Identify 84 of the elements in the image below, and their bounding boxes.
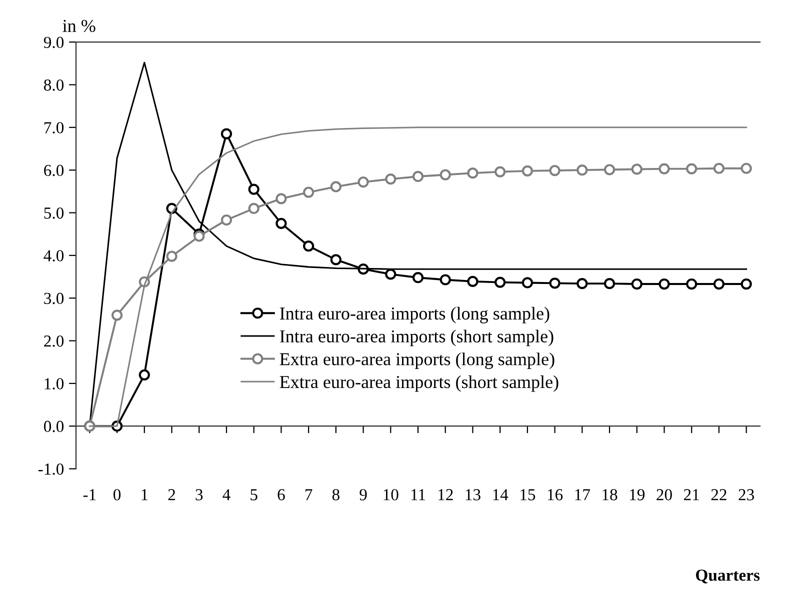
x-tick-label: 1 xyxy=(142,489,148,500)
point xyxy=(385,173,396,185)
legend-label: Extra euro-area imports (long sample) xyxy=(280,352,554,369)
x-tick-label: 9 xyxy=(360,489,367,500)
point xyxy=(713,278,725,290)
point xyxy=(276,218,287,229)
point xyxy=(467,168,478,179)
point xyxy=(522,277,533,288)
point xyxy=(385,268,396,280)
x-tick-label: 12 xyxy=(438,489,453,500)
point xyxy=(631,278,642,290)
point xyxy=(467,276,478,288)
point xyxy=(330,254,342,266)
y-tick-label: 4.0 xyxy=(44,250,64,262)
point xyxy=(111,310,123,321)
point xyxy=(604,164,616,176)
point xyxy=(686,278,698,290)
point xyxy=(303,186,314,198)
x-tick-label: 15 xyxy=(520,489,536,500)
legend-label: Extra euro-area imports (short sample) xyxy=(280,375,558,392)
point xyxy=(658,278,670,290)
x-tick-label: 20 xyxy=(656,489,672,500)
point xyxy=(658,163,670,174)
y-tick-label: 0.0 xyxy=(44,420,64,432)
y-axis-title: in % xyxy=(62,20,96,32)
x-tick-label: 2 xyxy=(168,489,176,500)
point xyxy=(412,272,424,284)
y-tick-label: 2.0 xyxy=(44,335,64,347)
legend-label: Intra euro-area imports (long sample) xyxy=(280,306,550,324)
point xyxy=(440,274,451,286)
y-tick-label: 5.0 xyxy=(44,207,64,219)
x-tick-label: 4 xyxy=(222,489,230,500)
point xyxy=(358,176,369,188)
x-tick-label: 16 xyxy=(548,489,563,500)
y-tick-label: 3.0 xyxy=(44,292,64,304)
point xyxy=(412,170,424,182)
point xyxy=(248,202,260,214)
x-tick-label: 8 xyxy=(332,489,340,500)
point xyxy=(686,163,698,174)
x-tick-label: 19 xyxy=(630,489,645,500)
x-axis-title: Quarters xyxy=(696,570,760,584)
point xyxy=(549,164,560,176)
point xyxy=(494,276,506,288)
point xyxy=(549,278,560,289)
x-tick-label: 5 xyxy=(250,489,258,500)
point xyxy=(604,278,616,290)
x-tick-label: 18 xyxy=(602,489,618,500)
x-tick-label: 11 xyxy=(411,489,426,500)
point xyxy=(494,166,506,178)
point xyxy=(248,184,260,195)
point xyxy=(166,250,178,262)
x-tick-label: -1 xyxy=(83,489,96,500)
point xyxy=(713,162,725,174)
x-tick-label: 22 xyxy=(711,489,726,500)
x-tick-label: 21 xyxy=(684,489,699,500)
x-tick-label: 6 xyxy=(278,489,285,500)
point xyxy=(440,169,451,180)
point xyxy=(631,164,642,175)
point xyxy=(138,369,150,380)
y-tick-label: 7.0 xyxy=(44,122,64,134)
point xyxy=(740,162,752,174)
point xyxy=(522,165,533,176)
x-tick-label: 14 xyxy=(493,489,508,500)
y-tick-label: 6.0 xyxy=(44,164,64,176)
x-tick-label: 3 xyxy=(196,489,203,500)
point xyxy=(740,278,752,290)
point xyxy=(220,214,232,226)
point xyxy=(303,240,314,252)
y-tick-label: 1.0 xyxy=(44,378,64,390)
x-tick-label: 7 xyxy=(305,489,312,500)
point xyxy=(276,193,287,204)
x-tick-label: 23 xyxy=(738,489,754,500)
legend-label: Intra euro-area imports (short sample) xyxy=(280,330,554,346)
point xyxy=(576,164,588,176)
x-tick-label: 17 xyxy=(575,489,590,500)
y-tick-label: 9.0 xyxy=(44,36,64,48)
point xyxy=(576,278,588,290)
x-tick-label: 13 xyxy=(466,489,480,500)
x-tick-label: 10 xyxy=(384,489,398,500)
x-tick-label: 0 xyxy=(114,489,121,500)
y-tick-label: 8.0 xyxy=(44,79,64,91)
point xyxy=(330,181,342,192)
y-tick-label: -1.0 xyxy=(38,463,64,475)
point xyxy=(220,128,232,140)
